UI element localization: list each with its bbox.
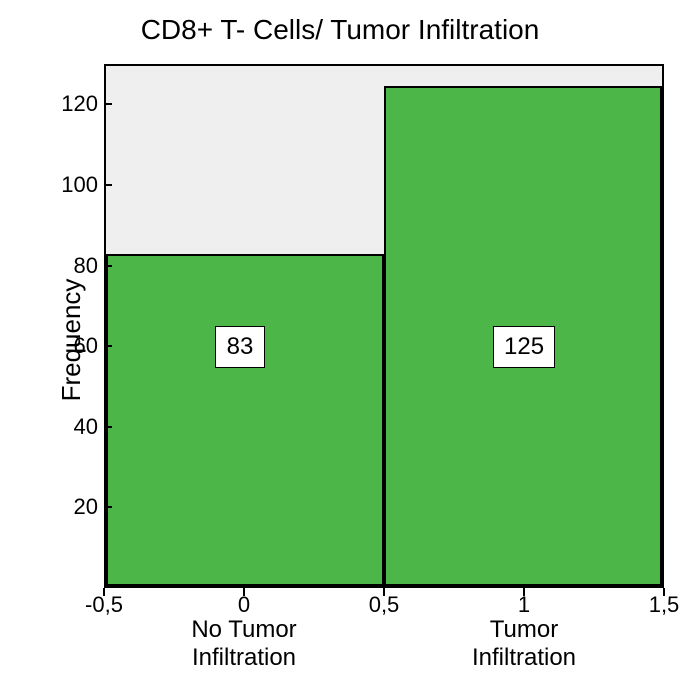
y-tick-mark — [104, 426, 112, 428]
y-tick-label: 100 — [48, 172, 98, 198]
chart-container: CD8+ T- Cells/ Tumor Infiltration Freque… — [0, 0, 680, 679]
y-tick-mark — [104, 506, 112, 508]
x-tick-mark — [103, 588, 105, 596]
y-tick-label: 40 — [48, 414, 98, 440]
bar-value-label-1: 125 — [493, 326, 555, 368]
bar-0 — [106, 254, 384, 586]
plot-area: 83 125 — [104, 64, 664, 588]
y-tick-label: 60 — [48, 333, 98, 359]
y-tick-label: 20 — [48, 494, 98, 520]
x-category-label-1: TumorInfiltration — [472, 616, 576, 671]
x-tick-mark — [243, 588, 245, 596]
y-tick-mark — [104, 103, 112, 105]
y-tick-mark — [104, 184, 112, 186]
y-tick-label: 80 — [48, 253, 98, 279]
chart-title: CD8+ T- Cells/ Tumor Infiltration — [0, 14, 680, 46]
x-tick-mark — [663, 588, 665, 596]
y-tick-mark — [104, 345, 112, 347]
x-tick-mark — [383, 588, 385, 596]
y-tick-label: 120 — [48, 91, 98, 117]
x-tick-mark — [523, 588, 525, 596]
y-tick-mark — [104, 265, 112, 267]
bar-value-label-0: 83 — [215, 326, 265, 368]
x-category-label-0: No TumorInfiltration — [191, 616, 296, 671]
